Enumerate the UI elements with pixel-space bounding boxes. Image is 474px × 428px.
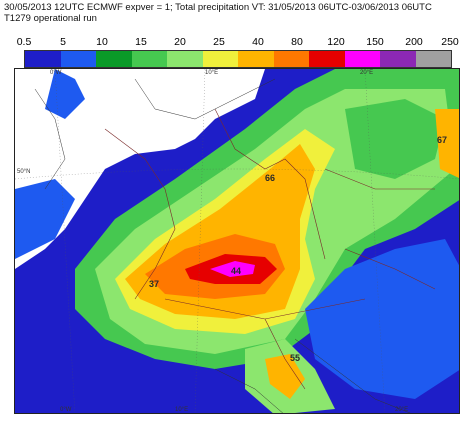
field-15 — [345, 99, 445, 179]
legend-swatch — [273, 51, 309, 67]
precipitation-map: 44 66 67 55 37 0°W 10°E 20°E 50°N 0°W 10… — [14, 68, 460, 414]
field-40 — [265, 354, 305, 399]
map-value-label: 55 — [290, 353, 301, 363]
legend-label: 20 — [174, 36, 186, 48]
map-header: 30/05/2013 12UTC ECMWF expver = 1; Total… — [4, 2, 432, 24]
map-canvas — [15, 69, 459, 413]
legend-swatch — [415, 51, 451, 67]
legend-swatch — [238, 51, 274, 67]
map-value-label: 67 — [437, 135, 448, 145]
legend-color-bar — [24, 50, 452, 68]
graticule — [15, 69, 459, 413]
map-value-label: 44 — [231, 266, 242, 276]
color-legend: 0.5 5 10 15 20 25 40 80 120 150 200 250 — [14, 36, 460, 70]
legend-swatch — [25, 51, 61, 67]
field-150 — [210, 261, 255, 277]
legend-swatch — [309, 51, 345, 67]
legend-swatch — [96, 51, 132, 67]
legend-swatch — [60, 51, 96, 67]
legend-label: 40 — [252, 36, 264, 48]
no-precip-area — [15, 69, 265, 269]
header-run-line: T1279 operational run — [4, 13, 97, 24]
legend-label: 10 — [96, 36, 108, 48]
borders — [104, 108, 436, 390]
field-5 — [45, 69, 85, 119]
legend-label: 0.5 — [16, 36, 32, 48]
coordinate-label: 0°W — [60, 407, 72, 413]
coordinate-label: 0°W — [50, 70, 62, 76]
map-value-label: 66 — [265, 173, 276, 183]
legend-swatch — [380, 51, 416, 67]
coordinate-label: 10°E — [175, 407, 189, 413]
coordinate-label: 50°N — [17, 169, 31, 175]
legend-label: 120 — [327, 36, 345, 48]
legend-labels: 0.5 5 10 15 20 25 40 80 120 150 200 250 — [14, 36, 460, 48]
legend-label: 250 — [441, 36, 459, 48]
legend-swatch — [344, 51, 380, 67]
field-40 — [435, 109, 459, 179]
coastlines — [34, 78, 411, 413]
legend-label: 150 — [366, 36, 384, 48]
coordinate-label: 20°E — [395, 407, 409, 413]
coordinate-label: 10°E — [205, 70, 219, 76]
legend-label: 15 — [135, 36, 147, 48]
legend-swatch — [167, 51, 203, 67]
map-value-label: 37 — [149, 279, 160, 289]
legend-label: 200 — [405, 36, 423, 48]
legend-swatch — [202, 51, 238, 67]
field-5 — [15, 179, 75, 259]
field-5 — [305, 239, 459, 399]
legend-label: 80 — [291, 36, 303, 48]
legend-label: 25 — [213, 36, 225, 48]
coordinate-label: 20°E — [360, 70, 374, 76]
legend-swatch — [131, 51, 167, 67]
legend-label: 5 — [60, 36, 66, 48]
header-title-line: 30/05/2013 12UTC ECMWF expver = 1; Total… — [4, 2, 432, 13]
